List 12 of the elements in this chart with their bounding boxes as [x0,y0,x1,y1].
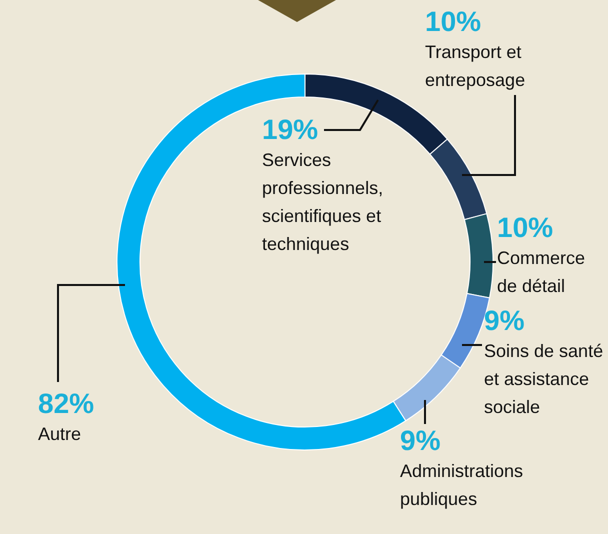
slice-label: Services professionnels, scientifiques et techniques [262,149,384,256]
data-label: 82% [38,388,96,420]
slice-label: Administrations publiques [400,460,524,511]
slice-label: Transport et entreposage [425,41,526,92]
data-label: 10% [425,6,482,38]
slice-label: Autre [38,423,82,446]
slice-label: Soins de santé et assistance sociale [484,340,604,419]
data-label: 10% [497,212,554,244]
data-label: 9% [484,305,526,337]
data-label: 9% [400,425,442,457]
slice-label: Commerce de détail [497,247,586,298]
data-label: 19% [262,114,320,146]
